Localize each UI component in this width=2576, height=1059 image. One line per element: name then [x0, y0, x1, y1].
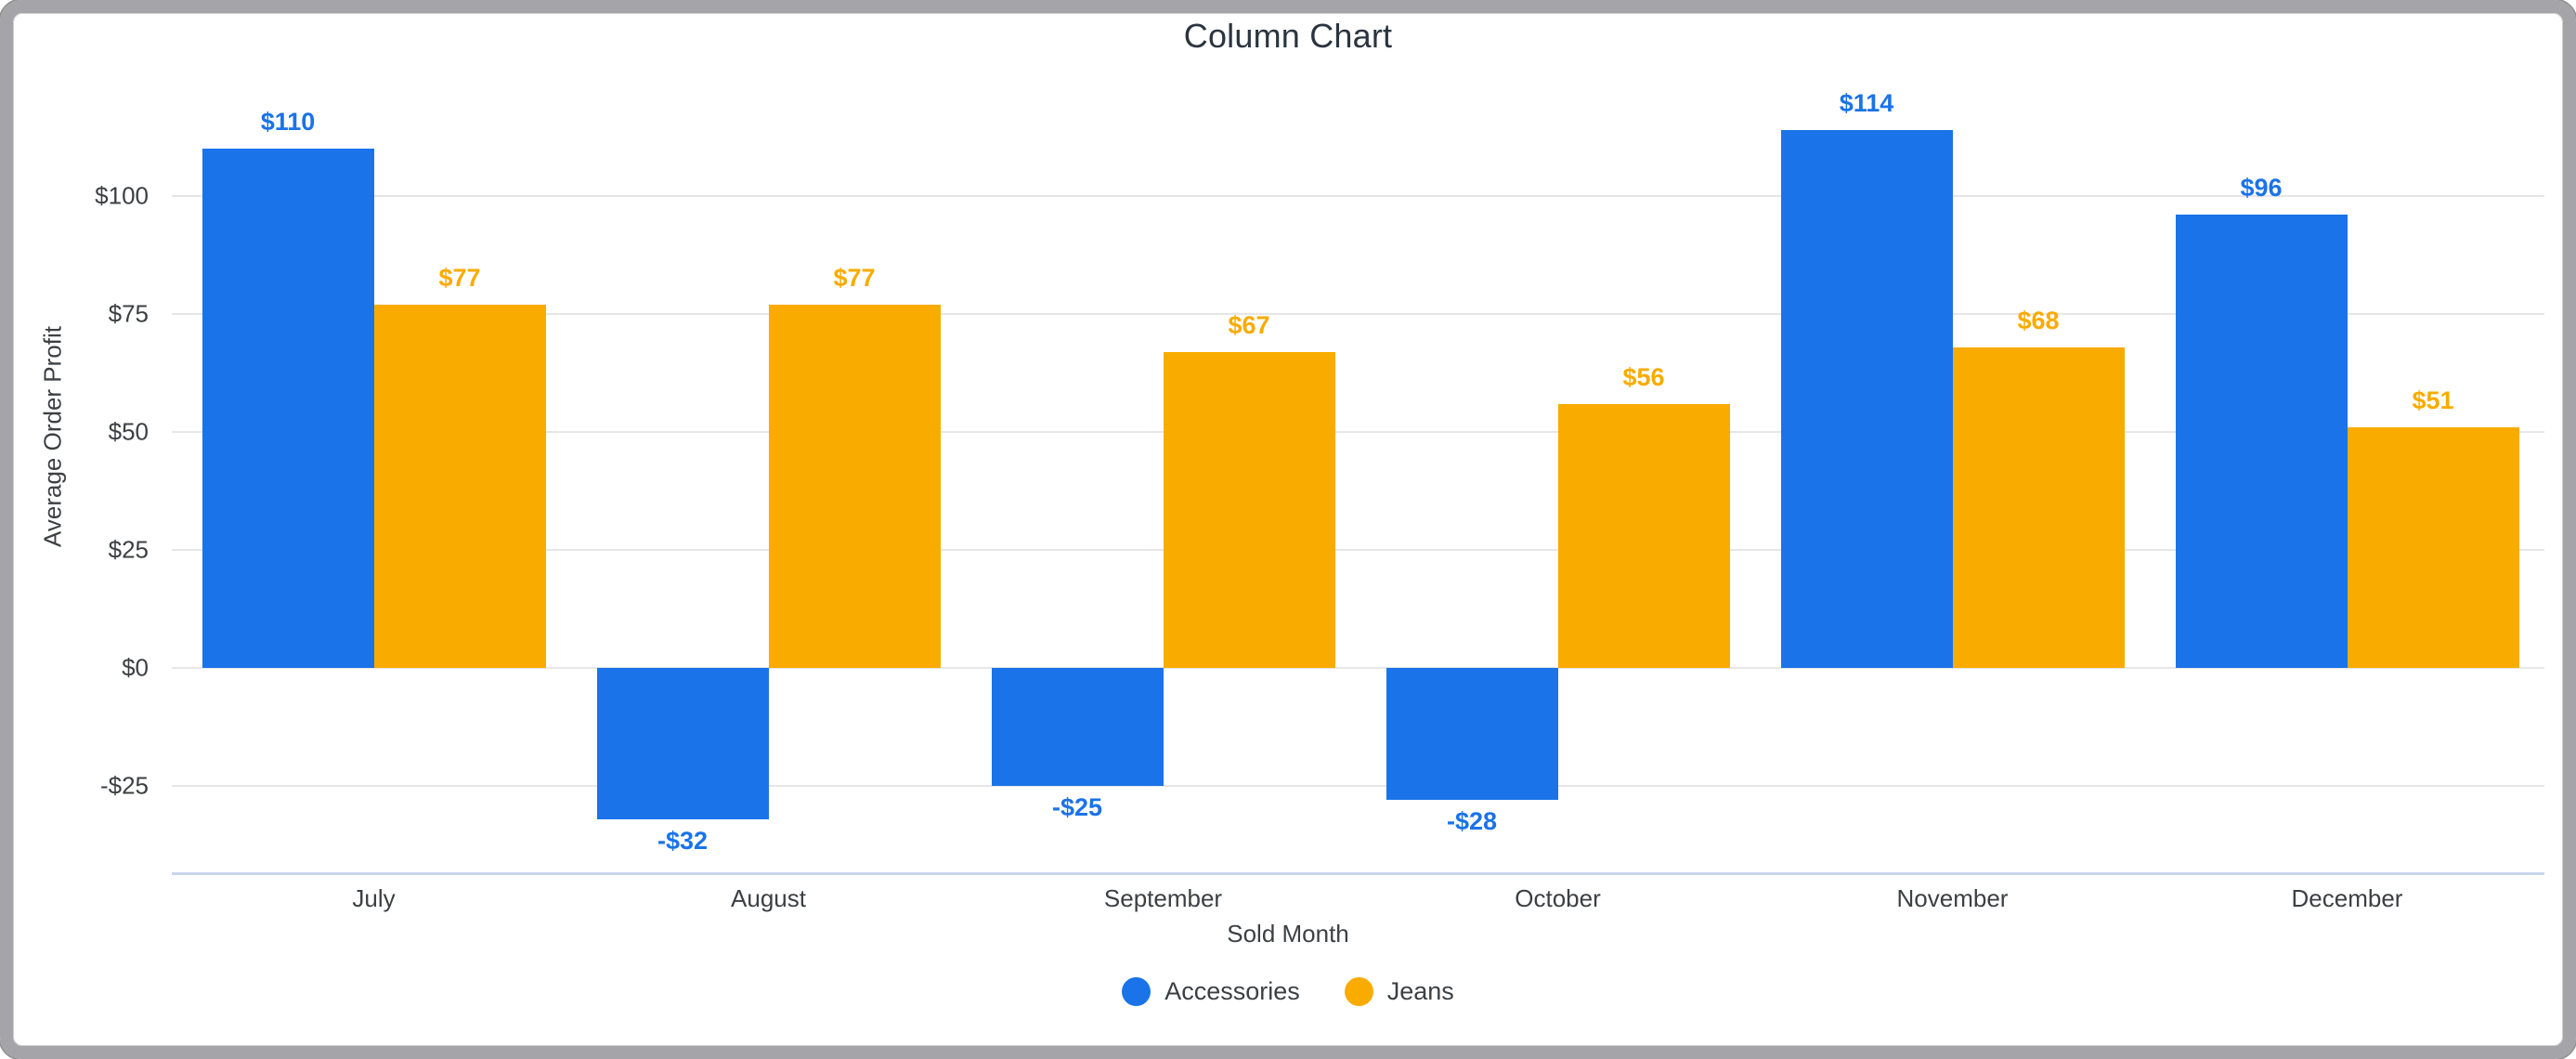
gridline-25: [172, 549, 2544, 551]
bar-value-label: $67: [1228, 310, 1270, 339]
bar-jeans-december[interactable]: [2347, 426, 2519, 668]
chart-legend: Accessories Jeans: [0, 977, 2576, 1006]
bar-jeans-july[interactable]: [373, 304, 546, 668]
bar-accessories-november[interactable]: [1780, 129, 1953, 668]
x-tick-label-september: September: [1103, 884, 1223, 912]
gridline--25: [172, 785, 2544, 787]
bar-jeans-september[interactable]: [1163, 351, 1335, 668]
y-tick-label: -$25: [99, 771, 149, 800]
legend-item-jeans[interactable]: Jeans: [1344, 977, 1454, 1006]
y-tick-label: $75: [108, 299, 149, 328]
bar-value-label: -$28: [1446, 807, 1498, 836]
bar-value-label: $56: [1622, 362, 1665, 391]
bar-accessories-october[interactable]: [1386, 668, 1558, 801]
bar-accessories-august[interactable]: [596, 668, 769, 819]
bar-value-label: $114: [1839, 88, 1894, 117]
x-tick-label-august: August: [731, 884, 806, 912]
x-tick-label-november: November: [1896, 884, 2009, 912]
accessories-series-swatch-icon: [1122, 977, 1151, 1006]
y-tick-label: $0: [122, 653, 149, 682]
legend-label-jeans: Jeans: [1386, 977, 1454, 1005]
gridline-0: [172, 667, 2544, 669]
bar-accessories-december[interactable]: [2175, 215, 2348, 668]
bar-value-label: -$25: [1051, 793, 1103, 821]
bar-accessories-september[interactable]: [991, 668, 1164, 786]
gridline-50: [172, 431, 2544, 433]
bar-jeans-august[interactable]: [768, 304, 941, 668]
bar-value-label: $110: [260, 108, 316, 137]
x-tick-label-december: December: [2291, 884, 2403, 912]
chart-title: Column Chart: [1183, 17, 1393, 55]
bar-value-label: -$32: [657, 826, 709, 855]
gridline-100: [172, 195, 2544, 197]
y-tick-label: $100: [95, 181, 149, 210]
y-tick-label: $25: [108, 535, 149, 564]
x-tick-label-october: October: [1515, 884, 1601, 912]
bar-value-label: $77: [438, 263, 481, 292]
x-axis-line: [172, 872, 2544, 875]
bar-value-label: $77: [833, 263, 876, 292]
x-tick-label-july: July: [352, 884, 396, 912]
bar-value-label: $68: [2017, 306, 2060, 334]
bar-value-label: $51: [2412, 386, 2454, 414]
legend-item-accessories[interactable]: Accessories: [1122, 977, 1300, 1006]
y-tick-label: $50: [108, 417, 149, 446]
bar-jeans-october[interactable]: [1557, 403, 1730, 668]
x-axis-title: Sold Month: [1227, 920, 1349, 948]
bar-accessories-july[interactable]: [202, 149, 374, 668]
bar-value-label: $96: [2240, 174, 2283, 203]
gridline-75: [172, 313, 2544, 315]
bar-jeans-november[interactable]: [1952, 346, 2125, 668]
jeans-series-swatch-icon: [1344, 977, 1373, 1006]
legend-label-accessories: Accessories: [1164, 977, 1300, 1005]
